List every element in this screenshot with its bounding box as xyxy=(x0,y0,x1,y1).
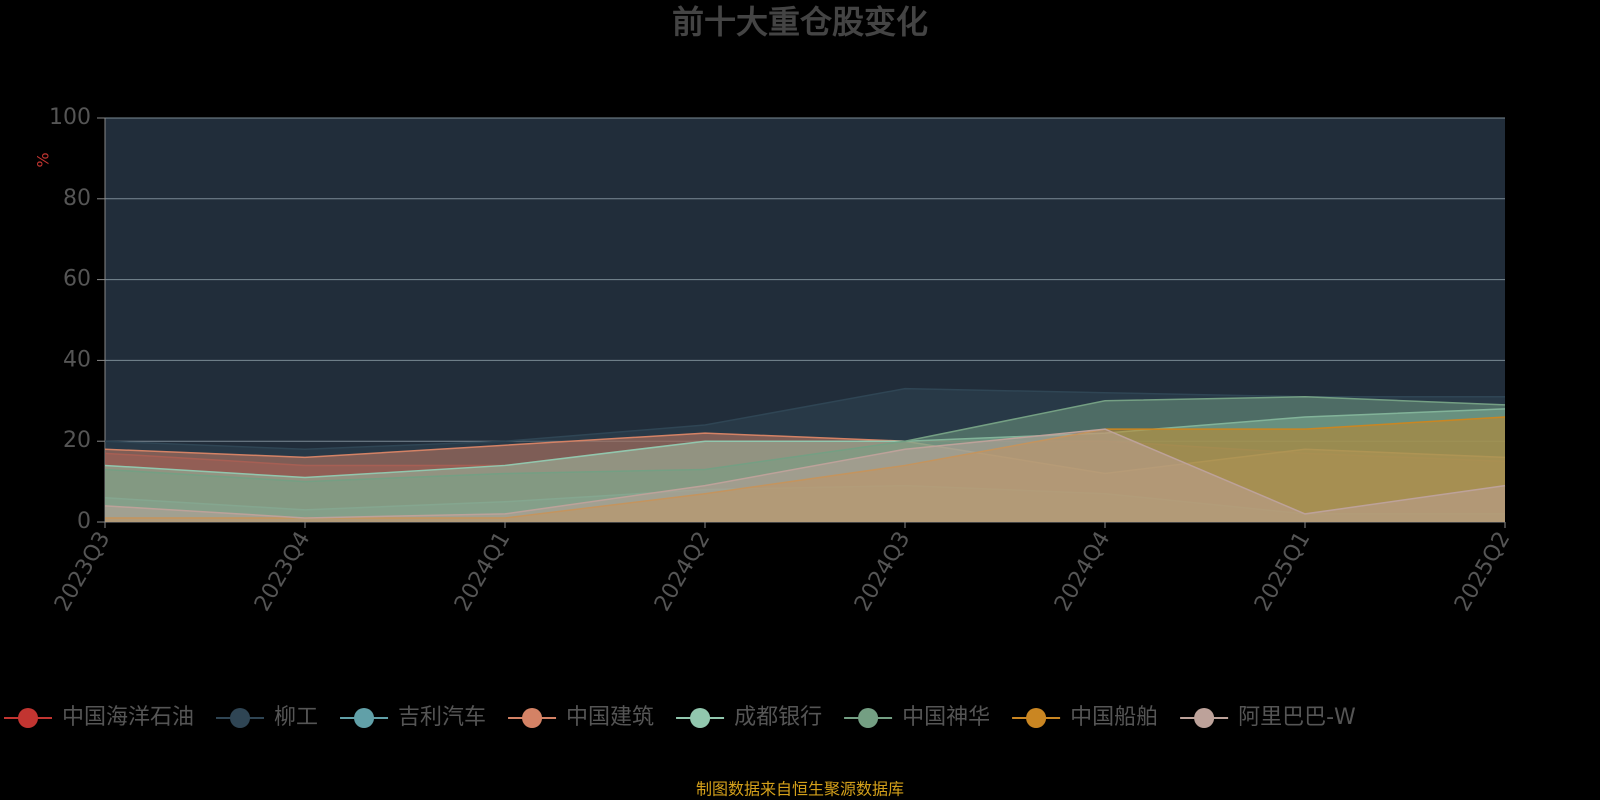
y-tick-label: 40 xyxy=(63,347,91,372)
area xyxy=(105,429,1505,522)
legend-label[interactable]: 柳工 xyxy=(274,705,318,730)
legend-label[interactable]: 中国海洋石油 xyxy=(62,705,194,730)
legend-symbol[interactable] xyxy=(858,708,879,728)
x-tick-label: 2024Q4 xyxy=(1050,528,1115,616)
x-tick-label: 2023Q3 xyxy=(50,528,115,616)
x-tick-label: 2024Q3 xyxy=(850,528,915,616)
source-note: 制图数据来自恒生聚源数据库 xyxy=(696,780,904,799)
legend-label[interactable]: 中国船舶 xyxy=(1070,705,1158,730)
legend-symbol[interactable] xyxy=(354,708,375,728)
y-tick-label: 0 xyxy=(77,509,91,534)
legend-label[interactable]: 阿里巴巴-W xyxy=(1238,705,1356,730)
y-tick-label: 60 xyxy=(63,267,91,292)
legend-label[interactable]: 中国神华 xyxy=(902,705,990,730)
legend-symbol[interactable] xyxy=(1026,708,1047,728)
legend-label[interactable]: 吉利汽车 xyxy=(398,705,486,730)
x-tick-label: 2023Q4 xyxy=(250,528,315,616)
line xyxy=(104,428,1506,519)
x-tick-label: 2025Q2 xyxy=(1450,528,1515,616)
legend-label[interactable]: 成都银行 xyxy=(734,705,822,730)
line xyxy=(104,396,1506,483)
line xyxy=(104,387,1505,451)
legend-symbol[interactable] xyxy=(18,708,38,728)
x-tick-label: 2025Q1 xyxy=(1250,528,1315,616)
y-tick-label: 100 xyxy=(49,105,91,130)
legend-symbol[interactable] xyxy=(690,708,711,728)
legend-symbol[interactable] xyxy=(522,708,543,728)
legend-symbol[interactable] xyxy=(1194,708,1215,728)
chart-title: 前十大重仓股变化 xyxy=(672,3,928,41)
y-axis-label: % xyxy=(34,152,53,167)
legend-label[interactable]: 中国建筑 xyxy=(566,705,654,730)
y-tick-label: 80 xyxy=(63,186,91,211)
legend-symbol[interactable] xyxy=(230,708,251,728)
x-tick-label: 2024Q2 xyxy=(650,528,715,616)
y-tick-label: 20 xyxy=(63,428,91,453)
x-tick-label: 2024Q1 xyxy=(450,528,515,616)
